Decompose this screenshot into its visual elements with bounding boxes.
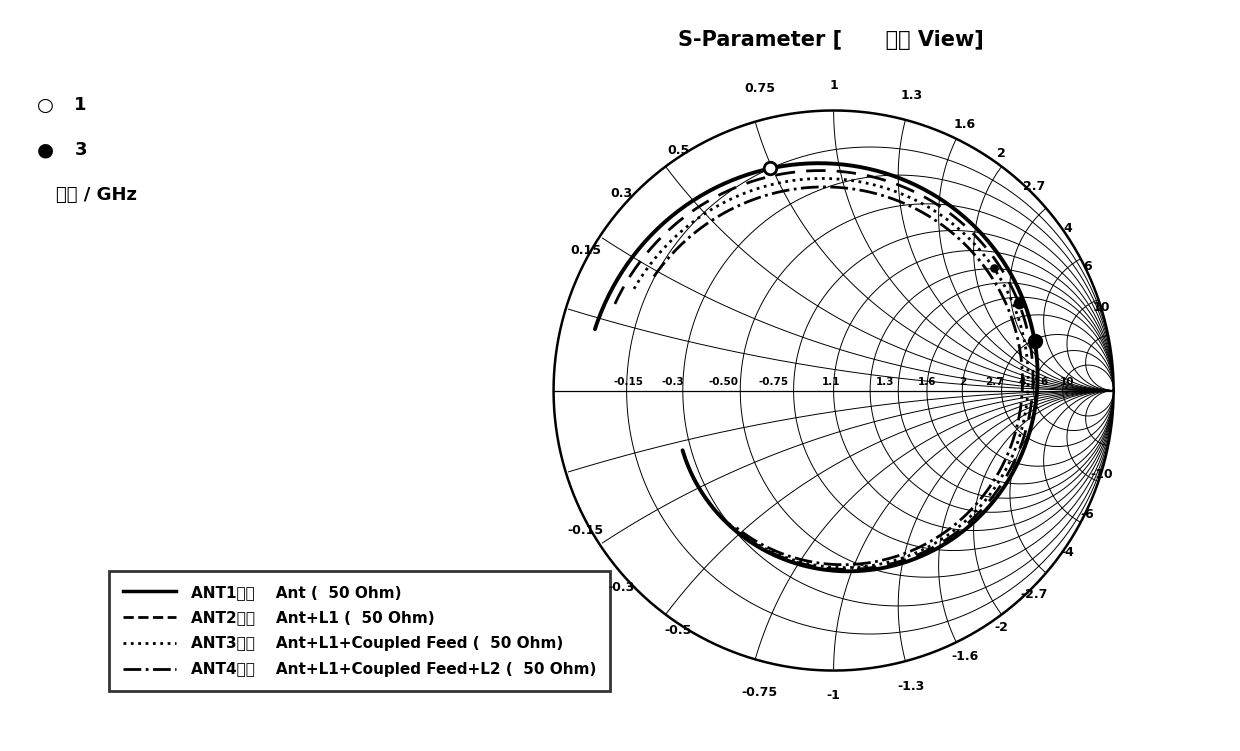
Text: 频率 / GHz: 频率 / GHz: [56, 186, 136, 204]
Text: 0.15: 0.15: [570, 244, 601, 257]
Text: 6: 6: [1040, 377, 1048, 388]
Text: -1: -1: [827, 689, 841, 701]
Text: ○: ○: [37, 95, 55, 115]
Text: 0.75: 0.75: [744, 82, 775, 95]
Text: 1.6: 1.6: [954, 118, 976, 131]
Text: -0.3: -0.3: [608, 581, 635, 594]
Text: 2.7: 2.7: [985, 377, 1003, 388]
Text: 10: 10: [1060, 377, 1075, 388]
Text: 1.3: 1.3: [900, 89, 923, 101]
Text: -10: -10: [1090, 468, 1114, 481]
Text: -1.3: -1.3: [898, 680, 925, 692]
Text: -1.6: -1.6: [951, 650, 978, 663]
Text: -0.50: -0.50: [708, 377, 739, 388]
Text: 1: 1: [830, 80, 838, 92]
Text: -2: -2: [994, 621, 1008, 634]
Text: 0.5: 0.5: [667, 143, 689, 157]
Text: 4: 4: [1063, 222, 1071, 235]
Text: 3: 3: [74, 141, 87, 159]
Text: 1.3: 1.3: [877, 377, 894, 388]
Text: -2.7: -2.7: [1021, 588, 1048, 601]
Text: 2: 2: [997, 147, 1006, 160]
Text: -0.15: -0.15: [614, 377, 644, 388]
Text: -0.5: -0.5: [665, 624, 692, 638]
Text: 10: 10: [1092, 300, 1110, 313]
Text: 1.1: 1.1: [822, 377, 839, 388]
Text: 2: 2: [959, 377, 966, 388]
Text: 1: 1: [74, 96, 87, 114]
Text: -0.3: -0.3: [662, 377, 684, 388]
Text: -4: -4: [1060, 546, 1074, 559]
Legend: ANT1天线    Ant (  50 Ohm), ANT2天线    Ant+L1 (  50 Ohm), ANT3天线    Ant+L1+Coupled : ANT1天线 Ant ( 50 Ohm), ANT2天线 Ant+L1 ( 50…: [109, 571, 610, 691]
Text: ●: ●: [37, 140, 55, 160]
Text: S-Parameter [      阻抗 View]: S-Parameter [ 阻抗 View]: [678, 30, 983, 50]
Text: 2.7: 2.7: [1023, 180, 1045, 193]
Text: 1.6: 1.6: [918, 377, 936, 388]
Text: 4: 4: [1019, 377, 1027, 388]
Text: -0.15: -0.15: [568, 524, 604, 537]
Text: -0.75: -0.75: [742, 686, 777, 699]
Text: 6: 6: [1084, 261, 1092, 273]
Text: -0.75: -0.75: [759, 377, 789, 388]
Text: -6: -6: [1081, 508, 1095, 520]
Text: 0.3: 0.3: [610, 187, 632, 200]
